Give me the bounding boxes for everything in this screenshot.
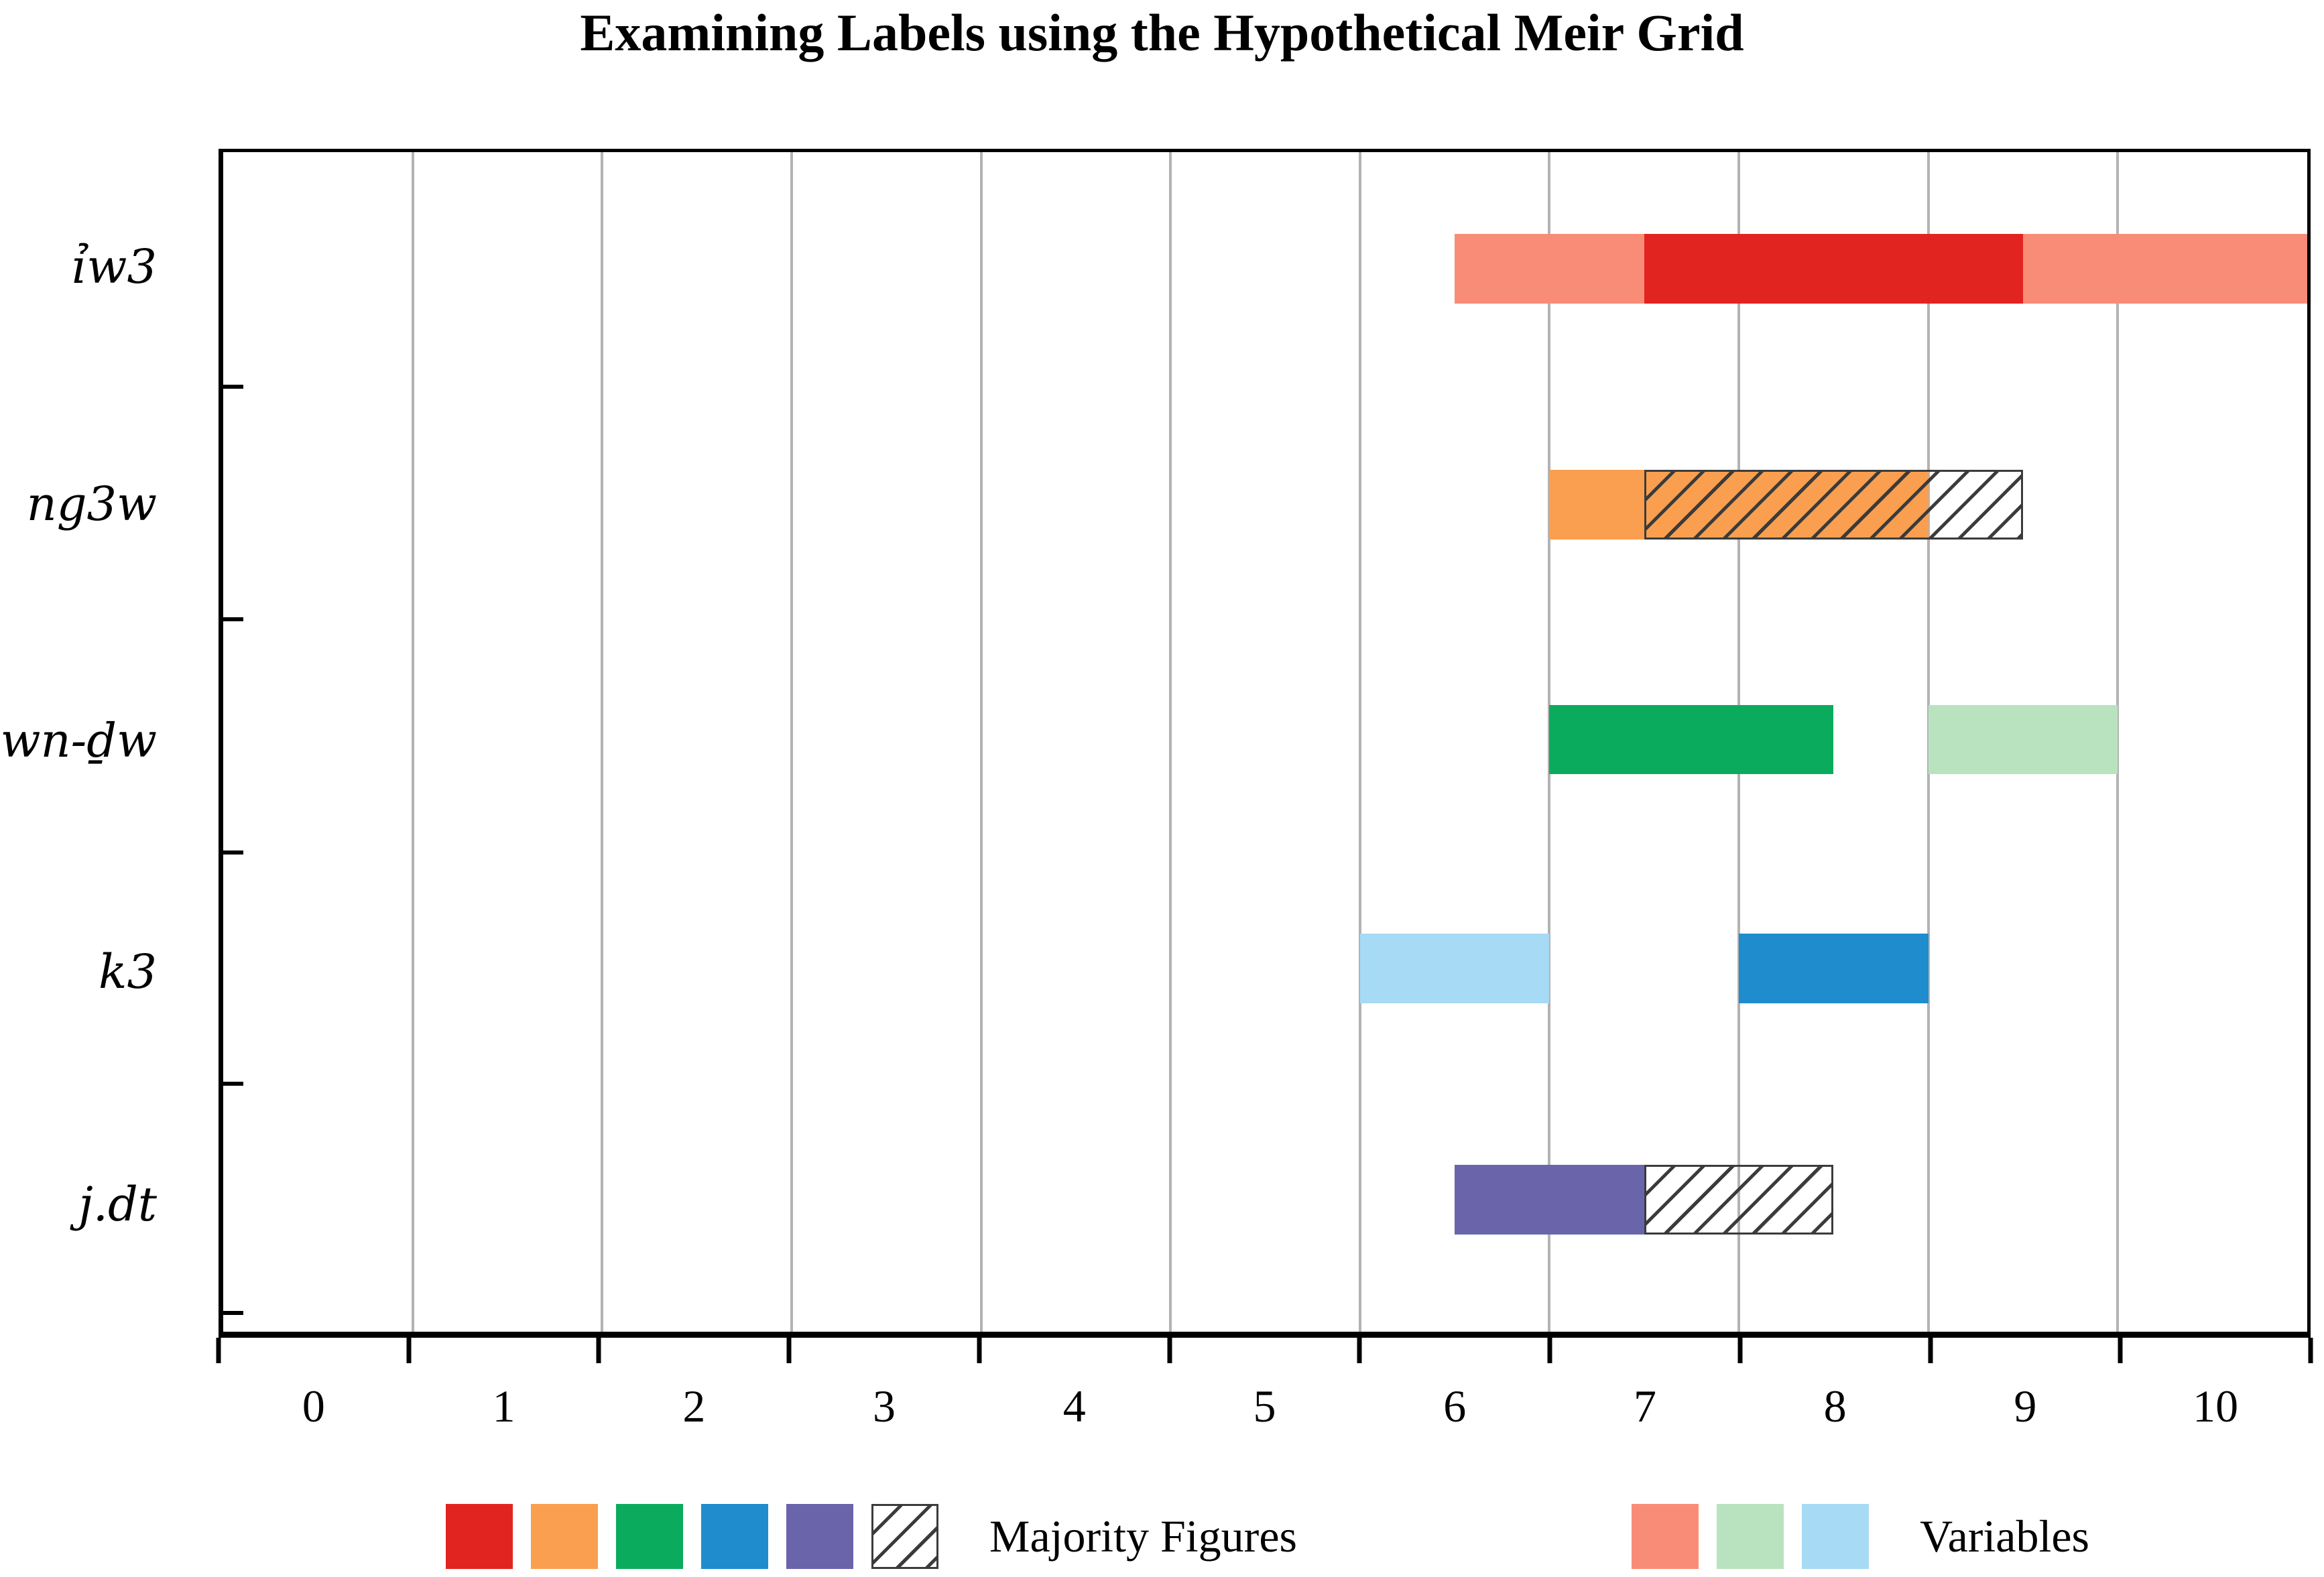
- bar-segment-purple-j.dt: [1455, 1164, 1644, 1235]
- bar-segment-blue-k3: [1739, 934, 1929, 1003]
- legend-swatch-purple: [786, 1504, 853, 1569]
- gridline: [979, 152, 983, 1332]
- y-axis-tick: [223, 1082, 243, 1086]
- legend-swatch-salmon: [1632, 1504, 1699, 1569]
- x-axis-tick: [786, 1338, 792, 1363]
- x-axis-tick: [596, 1338, 601, 1363]
- y-axis-tick: [223, 385, 243, 389]
- legend-swatch-hatched: [871, 1504, 938, 1569]
- x-axis-tick: [2308, 1338, 2313, 1363]
- legend-swatch-green: [616, 1504, 683, 1569]
- x-axis-tick-label-9: 9: [2014, 1381, 2037, 1432]
- x-axis-tick-label-7: 7: [1633, 1381, 1656, 1432]
- bar-segment-green-wn-ḏw: [1549, 704, 1834, 775]
- x-axis-tick: [1167, 1338, 1172, 1363]
- x-axis-tick: [1547, 1338, 1552, 1363]
- chart-title: Examining Labels using the Hypothetical …: [580, 3, 1744, 62]
- x-axis-tick: [1928, 1338, 1933, 1363]
- legend-swatch-blue: [701, 1504, 768, 1569]
- x-axis-tick-label-5: 5: [1253, 1381, 1276, 1432]
- gridline: [1358, 152, 1361, 1332]
- y-axis-label-3: wn-ḏw: [0, 713, 157, 769]
- x-axis-tick-label-2: 2: [682, 1381, 706, 1432]
- x-axis-ticks: [216, 1338, 2313, 1369]
- legend-label-majority-figures: Majority Figures: [989, 1511, 1297, 1562]
- y-axis-label-4: k3: [99, 944, 157, 999]
- bar-segment-light_green-wn-ḏw: [1928, 704, 2118, 775]
- legend-swatch-light_green: [1717, 1504, 1784, 1569]
- y-axis-tick: [223, 1310, 243, 1315]
- x-axis-tick: [406, 1338, 412, 1363]
- x-axis-tick: [1357, 1338, 1362, 1363]
- gridline: [601, 152, 604, 1332]
- gridline: [411, 152, 414, 1332]
- gridline: [2116, 152, 2120, 1332]
- legend-group-variables: Variables: [1632, 1501, 2089, 1572]
- x-axis-tick-label-8: 8: [1823, 1381, 1847, 1432]
- y-axis-label-5: j.dt: [78, 1177, 157, 1233]
- legend-swatch-light_blue: [1802, 1504, 1869, 1569]
- legend-label-variables: Variables: [1920, 1511, 2090, 1562]
- x-axis-tick-label-3: 3: [873, 1381, 896, 1432]
- gridline: [790, 152, 793, 1332]
- y-axis-tick: [223, 850, 243, 855]
- x-axis-tick: [216, 1338, 221, 1363]
- legend: Majority Figures Variables: [0, 1501, 2324, 1575]
- bar-segment-hatched-j.dt: [1644, 1164, 1834, 1235]
- y-axis-label-1: ỉw3: [72, 239, 157, 294]
- legend-group-majority-figures: Majority Figures: [446, 1501, 1297, 1572]
- gridline: [1169, 152, 1172, 1332]
- plot-area: [219, 149, 2311, 1338]
- x-axis-tick: [2118, 1338, 2123, 1363]
- x-axis-tick-label-10: 10: [2193, 1381, 2239, 1432]
- x-axis-tick-label-4: 4: [1062, 1381, 1086, 1432]
- x-axis-tick-labels: 0 1 2 3 4 5 6 7 8 9 10: [219, 1375, 2311, 1437]
- bar-segment-hatched-ng3w: [1644, 470, 2024, 540]
- legend-swatch-orange: [531, 1504, 598, 1569]
- x-axis-tick: [1737, 1338, 1743, 1363]
- x-axis-tick-label-1: 1: [492, 1381, 515, 1432]
- y-axis-tick: [223, 617, 243, 621]
- bar-segment-red-ỉw3: [1644, 234, 2024, 304]
- legend-swatch-red: [446, 1504, 513, 1569]
- legend-swatches-variables: [1632, 1504, 1869, 1569]
- y-axis-labels: ỉw3 ng3w wn-ḏw k3 j.dt: [0, 149, 219, 1338]
- y-axis-label-2: ng3w: [26, 477, 157, 532]
- bar-segment-light_blue-k3: [1359, 934, 1550, 1003]
- legend-swatches-majority: [446, 1504, 938, 1569]
- x-axis-tick: [977, 1338, 982, 1363]
- x-axis-tick-label-0: 0: [302, 1381, 325, 1432]
- x-axis-tick-label-6: 6: [1443, 1381, 1467, 1432]
